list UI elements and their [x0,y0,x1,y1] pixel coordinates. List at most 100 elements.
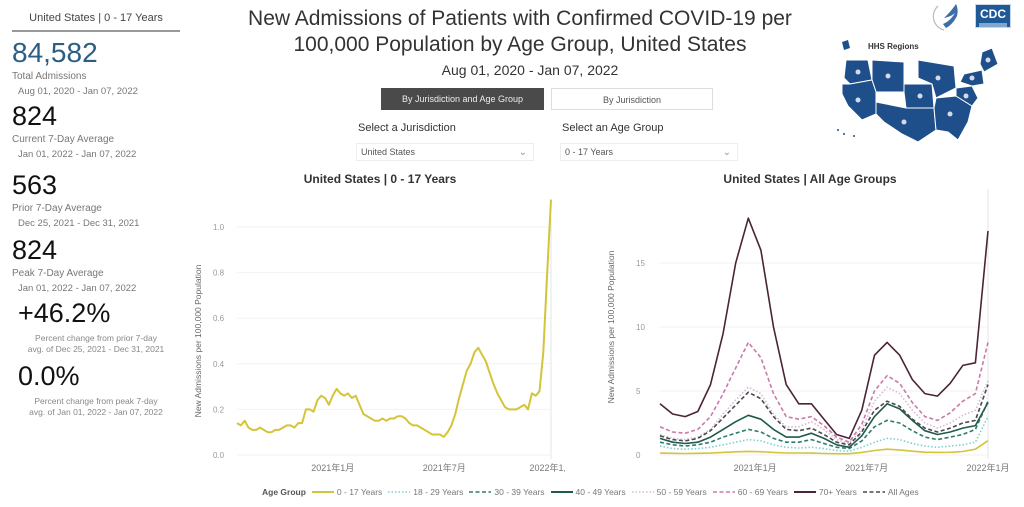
pct-peak-note-1: Percent change from peak 7-day [34,396,158,406]
prior-avg-date: Dec 25, 2021 - Dec 31, 2021 [18,218,140,229]
series-line-0-17-years[interactable] [236,199,552,438]
toggle-by-jurisdiction[interactable]: By Jurisdiction [551,88,713,110]
legend-item-label: 18 - 29 Years [413,487,464,497]
y-tick-label: 5 [636,387,641,396]
legend-swatch-icon [631,491,654,493]
legend-item-label: 0 - 17 Years [336,487,383,497]
series-line-70-years[interactable] [659,217,989,440]
legend-swatch-icon [311,491,334,493]
current-avg-date: Jan 01, 2022 - Jan 07, 2022 [18,149,137,160]
kpi-total: 84,582 Total Admissions Aug 01, 2020 - J… [12,37,180,98]
jurisdiction-select-value: United States [361,147,416,157]
total-admissions-date: Aug 01, 2020 - Jan 07, 2022 [18,86,138,97]
x-tick-label: 2021年1月 [311,462,354,473]
kpi-peak: 824 Peak 7-Day Average Jan 01, 2022 - Ja… [12,235,180,294]
legend-item[interactable]: 70+ Years [793,487,857,497]
series-line-0-17-years[interactable] [659,440,989,455]
toggle-by-jurisdiction-and-age[interactable]: By Jurisdiction and Age Group [381,88,544,110]
y-axis-label: New Admissions per 100,000 Population [193,264,203,417]
series-line-all-ages[interactable] [659,384,989,446]
age-group-label: Select an Age Group [562,122,664,134]
legend-swatch-icon [550,491,573,493]
page-subtitle: Aug 01, 2020 - Jan 07, 2022 [441,62,619,78]
jurisdiction-select[interactable]: United States ⌄ [356,143,534,161]
kpi-pct-prior: +46.2% Percent change from prior 7-day a… [12,298,180,355]
legend-item[interactable]: 30 - 39 Years [469,487,545,497]
kpi-header: United States | 0 - 17 Years [12,8,180,32]
y-tick-label: 0 [636,451,641,460]
jurisdiction-label: Select a Jurisdiction [358,122,456,134]
y-tick-label: 0.6 [213,314,225,323]
legend-item-label: 70+ Years [818,487,857,497]
legend-items: 0 - 17 Years 18 - 29 Years 30 - 39 Years 40… [311,487,925,497]
pct-prior-note-2: avg. of Dec 25, 2021 - Dec 31, 2021 [27,344,165,354]
hhs-regions-map[interactable] [832,38,1012,148]
age-group-select-value: 0 - 17 Years [565,147,614,157]
total-admissions-label: Total Admissions [12,71,87,82]
legend-item-label: 30 - 39 Years [494,487,545,497]
left-line-chart[interactable]: New Admissions per 100,000 Population 0.0… [185,185,565,475]
age-group-select[interactable]: 0 - 17 Years ⌄ [560,143,738,161]
legend-item-label: 50 - 59 Years [656,487,707,497]
legend-item-label: All Ages [887,487,919,497]
series-line-50-59-years[interactable] [659,380,989,445]
pct-peak-note-2: avg. of Jan 01, 2022 - Jan 07, 2022 [29,407,163,417]
legend-item-label: 40 - 49 Years [575,487,626,497]
right-line-chart[interactable]: New Admissions per 100,000 Population 0 5 1… [602,185,1012,475]
y-tick-label: 15 [636,259,645,268]
series-line-60-69-years[interactable] [659,341,989,444]
hhs-eagle-icon [932,4,958,31]
y-tick-label: 10 [636,323,645,332]
total-admissions-value: 84,582 [12,37,98,68]
current-avg-label: Current 7-Day Average [12,134,115,145]
series-line-30-39-years[interactable] [659,400,989,450]
y-tick-label: 0.2 [213,405,225,414]
current-avg-value: 824 [12,101,58,131]
peak-avg-value: 824 [12,235,58,265]
legend-swatch-icon [793,491,816,493]
legend-title: Age Group [262,487,306,497]
chevron-down-icon: ⌄ [518,147,527,158]
legend-item[interactable]: 50 - 59 Years [631,487,707,497]
legend-swatch-icon [712,491,735,493]
kpi-prior: 563 Prior 7-Day Average Dec 25, 2021 - D… [12,170,180,229]
page-title-line-2: 100,000 Population by Age Group, United … [293,33,747,56]
pct-peak-value: 0.0% [18,361,80,391]
series-line-40-49-years[interactable] [659,402,989,449]
y-tick-label: 0.4 [213,360,225,369]
left-chart-title: United States | 0 - 17 Years [303,172,457,186]
legend-item[interactable]: 0 - 17 Years [311,487,383,497]
legend-swatch-icon [388,491,411,493]
x-tick-label: 2021年7月 [845,462,888,473]
page-title-line-1: New Admissions of Patients with Confirme… [248,7,792,30]
right-chart-title: United States | All Age Groups [723,172,897,186]
pct-prior-note-1: Percent change from prior 7-day [35,333,157,343]
chart-legend: Age Group 0 - 17 Years 18 - 29 Years 30 - … [262,485,925,499]
x-tick-label: 2021年1月 [734,462,777,473]
cdc-logo-tagline [979,23,1007,27]
x-tick-label: 2022年1月 [966,462,1009,473]
y-tick-label: 0.8 [213,269,225,278]
peak-avg-label: Peak 7-Day Average [12,268,104,279]
legend-item-label: 60 - 69 Years [737,487,788,497]
legend-swatch-icon [469,491,492,493]
legend-item[interactable]: 60 - 69 Years [712,487,788,497]
prior-avg-value: 563 [12,170,58,200]
legend-item[interactable]: 18 - 29 Years [388,487,463,497]
x-tick-label: 2021年7月 [423,462,466,473]
y-axis-label: New Admissions per 100,000 Population [606,250,616,403]
map-title: HHS Regions [868,42,919,51]
cdc-logo-text: CDC [980,7,1006,21]
legend-item[interactable]: 40 - 49 Years [550,487,626,497]
kpi-pct-peak: 0.0% Percent change from peak 7-day avg.… [12,361,180,418]
y-tick-label: 1.0 [213,223,225,232]
pct-prior-value: +46.2% [18,298,111,328]
prior-avg-label: Prior 7-Day Average [12,203,102,214]
legend-swatch-icon [862,491,885,493]
cdc-logo[interactable]: CDC [975,4,1011,28]
legend-item[interactable]: All Ages [862,487,919,497]
kpi-current: 824 Current 7-Day Average Jan 01, 2022 -… [12,101,180,160]
y-tick-label: 0.0 [213,451,225,460]
page-title: New Admissions of Patients with Confirme… [230,6,810,58]
kpi-panel: United States | 0 - 17 Years 84,582 Tota… [12,8,180,420]
